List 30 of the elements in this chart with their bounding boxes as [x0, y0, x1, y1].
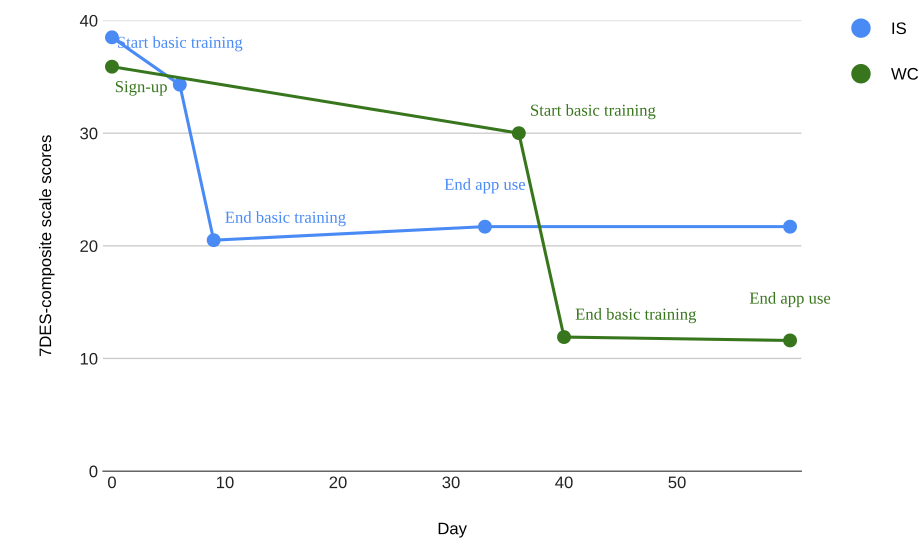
- x-tick-label: 10: [216, 476, 234, 488]
- x-tick-label: 0: [108, 476, 116, 488]
- y-tick-label: 40: [80, 14, 98, 27]
- x-tick-label: 40: [555, 476, 573, 488]
- point: [512, 126, 526, 140]
- y-axis-title: 7DES-composite scale scores: [38, 135, 55, 356]
- x-axis-title: Day: [438, 522, 467, 538]
- legend-label: IS: [892, 22, 906, 34]
- annotation: Sign-up: [116, 81, 167, 96]
- annotation: Start basic training: [531, 104, 656, 120]
- point: [478, 220, 492, 234]
- point: [206, 233, 221, 248]
- point: [105, 30, 119, 44]
- annotation: End basic training: [225, 211, 346, 226]
- x-tick-label: 20: [330, 476, 347, 488]
- legend-label: WC: [891, 68, 918, 80]
- point: [557, 330, 571, 344]
- point: [783, 334, 798, 348]
- point: [783, 220, 798, 234]
- x-tick-label: 30: [442, 476, 460, 488]
- x-tick-label: 50: [668, 476, 686, 488]
- y-tick-label: 10: [80, 352, 98, 365]
- y-tick-label: 20: [80, 240, 98, 252]
- y-tick-label: 30: [80, 128, 98, 140]
- point: [105, 60, 119, 74]
- y-tick-label: 0: [89, 466, 98, 478]
- annotation: End app use: [750, 292, 830, 308]
- annotation: End basic training: [576, 308, 696, 324]
- annotation: End app use: [444, 178, 526, 194]
- point: [172, 78, 187, 92]
